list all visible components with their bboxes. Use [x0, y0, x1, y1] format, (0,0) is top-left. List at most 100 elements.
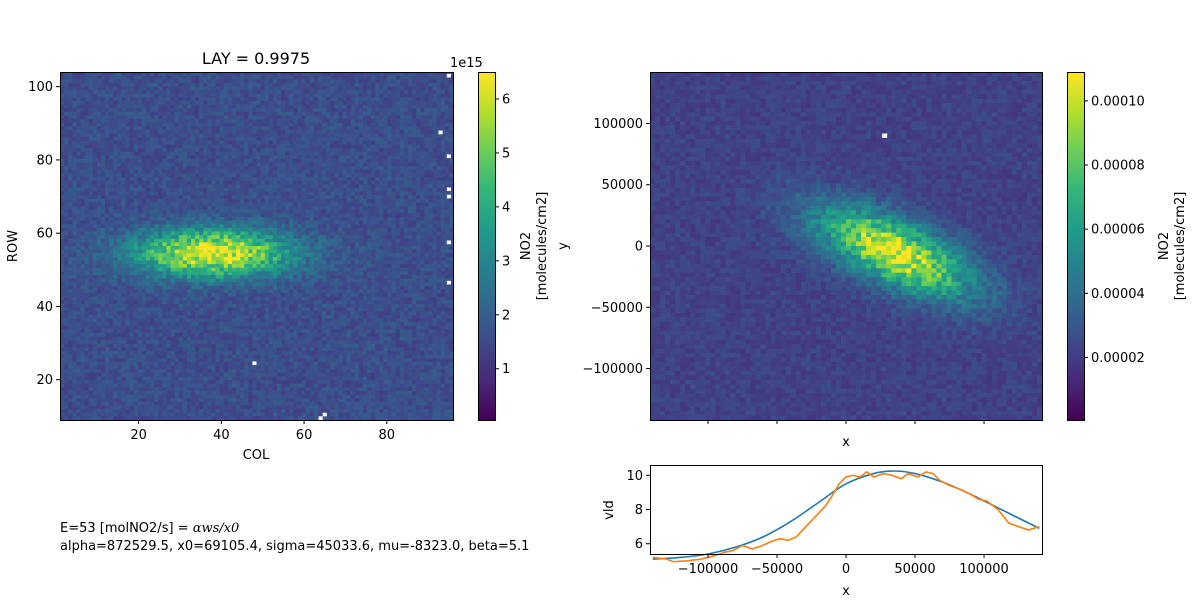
heatmap-cell — [150, 144, 155, 149]
heatmap-cell — [203, 242, 208, 247]
heatmap-cell — [166, 93, 172, 98]
heatmap-cell — [276, 162, 282, 167]
heatmap-cell — [403, 151, 409, 156]
heatmap-cell — [88, 126, 94, 131]
heatmap-cell — [448, 137, 454, 142]
heatmap-cell — [399, 209, 405, 214]
heatmap-cell — [109, 202, 114, 207]
heatmap-cell — [264, 104, 270, 109]
heatmap-cell — [428, 82, 434, 88]
heatmap-cell — [170, 90, 176, 95]
heatmap-cell — [448, 151, 454, 156]
heatmap-cell — [72, 111, 77, 117]
heatmap-cell — [436, 162, 442, 167]
heatmap-cell — [395, 162, 401, 167]
heatmap-cell — [358, 217, 364, 222]
heatmap-cell — [338, 180, 344, 185]
heatmap-cell — [244, 195, 249, 200]
heatmap-cell — [440, 148, 446, 153]
heatmap-cell — [121, 79, 127, 84]
heatmap-cell — [432, 159, 438, 164]
heatmap-cell — [211, 75, 217, 80]
heatmap-cell — [195, 90, 200, 95]
heatmap-cell — [68, 249, 73, 254]
heatmap-cell — [186, 173, 192, 178]
heatmap-cell — [358, 188, 364, 193]
heatmap-cell — [105, 159, 110, 164]
heatmap-cell — [207, 184, 213, 189]
heatmap-cell — [244, 137, 249, 142]
heatmap-cell — [260, 188, 266, 193]
heatmap-cell — [428, 148, 434, 153]
heatmap-cell — [440, 126, 446, 131]
heatmap-cell — [301, 217, 307, 222]
heatmap-cell — [391, 242, 397, 247]
heatmap-cell — [416, 188, 421, 193]
heatmap-cell — [338, 191, 344, 196]
heatmap-cell — [203, 82, 208, 88]
heatmap-cell — [346, 137, 352, 142]
heatmap-cell — [207, 79, 213, 84]
heatmap-cell — [436, 79, 442, 84]
heatmap-cell — [420, 246, 425, 251]
heatmap-cell — [387, 224, 393, 229]
heatmap-cell — [412, 235, 417, 240]
heatmap-cell — [387, 75, 393, 80]
heatmap-cell — [252, 213, 258, 218]
heatmap-cell — [231, 227, 237, 233]
heatmap-cell — [358, 93, 364, 98]
heatmap-cell — [236, 104, 241, 109]
heatmap-cell — [424, 209, 430, 214]
heatmap-cell — [342, 195, 348, 200]
heatmap-cell — [371, 180, 376, 185]
heatmap-cell — [174, 195, 180, 200]
heatmap-cell — [313, 155, 319, 160]
heatmap-cell — [129, 115, 135, 120]
heatmap-cell — [313, 198, 319, 204]
heatmap-cell — [170, 227, 176, 233]
heatmap-cell — [289, 224, 294, 229]
heatmap-cell — [383, 198, 389, 204]
heatmap-cell — [420, 126, 425, 131]
heatmap-cell — [215, 90, 221, 95]
heatmap-cell — [252, 155, 258, 160]
heatmap-cell — [346, 202, 352, 207]
heatmap-cell — [367, 97, 372, 102]
heatmap-cell — [92, 217, 98, 222]
heatmap-cell — [227, 111, 233, 117]
heatmap-cell — [272, 151, 278, 156]
heatmap-cell — [199, 256, 204, 262]
heatmap-cell — [244, 162, 249, 167]
heatmap-cell — [338, 151, 344, 156]
heatmap-cell — [60, 209, 65, 214]
heatmap-cell — [236, 249, 241, 254]
heatmap-cell — [129, 75, 135, 80]
heatmap-cell — [117, 155, 122, 160]
heatmap-cell — [293, 180, 299, 185]
heatmap-cell — [330, 90, 335, 95]
heatmap-cell — [313, 159, 319, 164]
heatmap-cell — [367, 144, 372, 149]
heatmap-cell — [174, 79, 180, 84]
heatmap-cell — [215, 115, 221, 120]
heatmap-cell — [186, 151, 192, 156]
heatmap-cell — [297, 188, 303, 193]
heatmap-cell — [281, 148, 286, 153]
heatmap-cell — [358, 224, 364, 229]
heatmap-cell — [285, 93, 290, 98]
heatmap-cell — [203, 86, 208, 91]
heatmap-cell — [174, 90, 180, 95]
heatmap-cell — [432, 86, 438, 91]
heatmap-cell — [154, 249, 159, 254]
heatmap-cell — [240, 220, 245, 225]
heatmap-cell — [436, 75, 442, 80]
heatmap-cell — [354, 162, 360, 167]
heatmap-cell — [121, 220, 127, 225]
heatmap-cell — [260, 122, 266, 127]
heatmap-cell — [322, 97, 327, 102]
heatmap-cell — [362, 246, 368, 251]
heatmap-cell — [403, 104, 409, 109]
heatmap-cell — [252, 122, 258, 127]
heatmap-cell — [207, 122, 213, 127]
heatmap-cell — [334, 198, 339, 204]
